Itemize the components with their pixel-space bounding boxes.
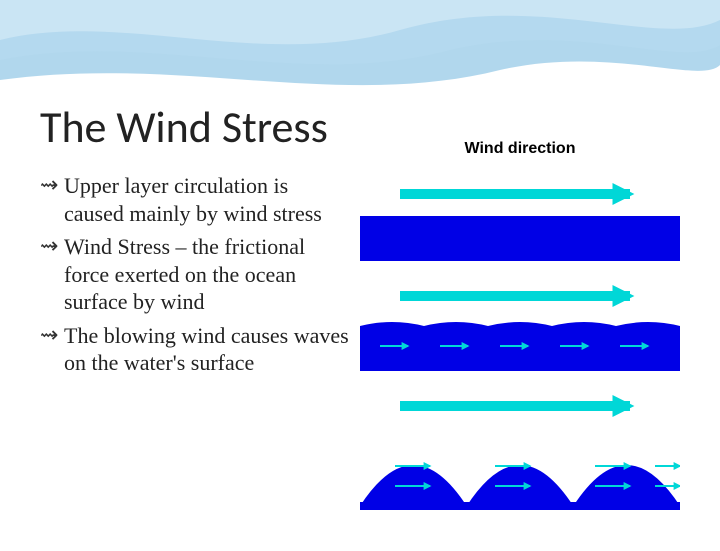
bullet-item: ⇝Wind Stress – the frictional force exer… <box>40 233 350 316</box>
bullet-glyph-icon: ⇝ <box>40 322 64 348</box>
bullet-list: ⇝ Upper layer circulation is caused main… <box>40 172 350 383</box>
bullet-text: Wind Stress – the frictional force exert… <box>64 233 350 316</box>
bullet-item: ⇝ Upper layer circulation is caused main… <box>40 172 350 227</box>
bullet-glyph-icon: ⇝ <box>40 172 64 198</box>
wind-stress-diagram <box>360 166 680 516</box>
slide-content: The Wind Stress ⇝ Upper layer circulatio… <box>0 0 720 551</box>
diagram-caption: Wind direction <box>360 140 680 158</box>
diagram-wrap: Wind direction <box>360 172 680 521</box>
bullet-text: The blowing wind causes waves on the wat… <box>64 322 350 377</box>
bullet-glyph-icon: ⇝ <box>40 233 64 259</box>
body-row: ⇝ Upper layer circulation is caused main… <box>40 172 680 521</box>
bullet-item: ⇝The blowing wind causes waves on the wa… <box>40 322 350 377</box>
bullet-text: Upper layer circulation is caused mainly… <box>64 172 350 227</box>
